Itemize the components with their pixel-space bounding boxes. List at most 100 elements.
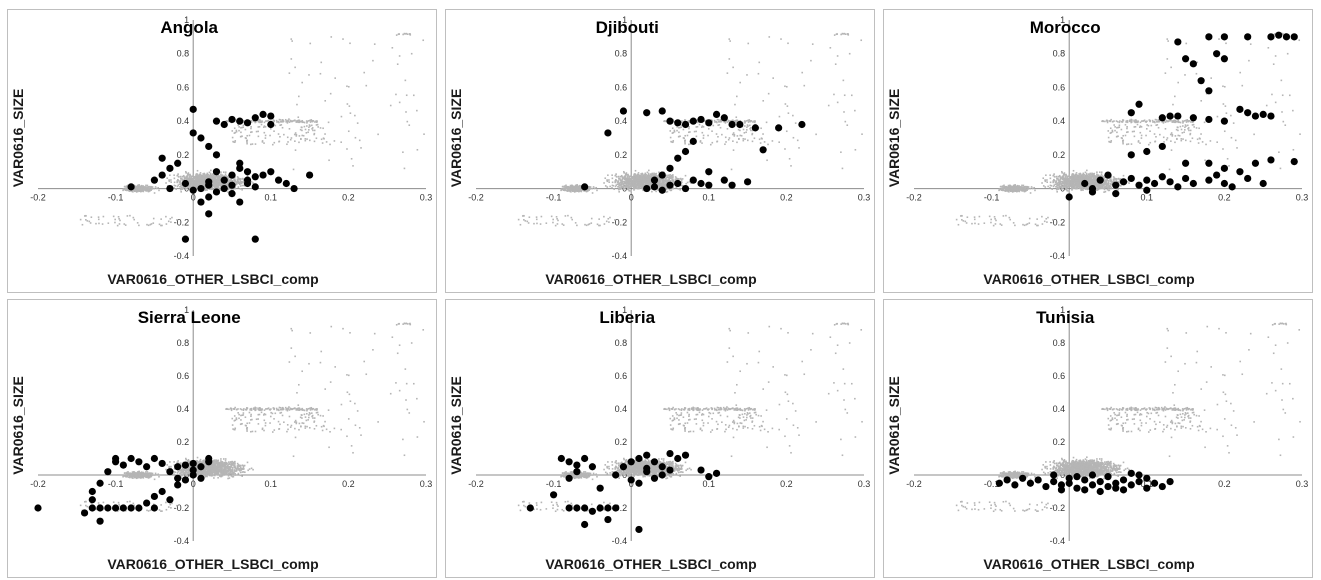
background-point [180,182,183,184]
background-point [571,218,574,221]
background-point [142,189,144,191]
background-point [653,172,655,175]
background-point [194,179,197,182]
background-point [680,180,682,183]
background-point [1079,172,1081,175]
background-point [617,175,620,178]
background-point [621,185,624,188]
background-point [1042,177,1045,180]
background-point [206,189,208,191]
background-point [578,186,581,189]
background-point [669,175,672,178]
background-point [811,43,814,45]
background-point [746,124,749,126]
background-point [633,178,636,180]
background-point [647,172,650,175]
background-point [288,118,290,120]
data-point [251,235,259,243]
background-point [758,61,761,64]
background-point [1063,186,1065,189]
background-point [717,119,720,121]
background-point [255,130,258,133]
background-point [138,189,140,191]
background-point [634,169,637,172]
background-point [97,216,100,218]
background-point [309,125,311,127]
background-point [636,177,638,180]
background-point [699,140,702,142]
background-point [313,140,316,143]
background-point [643,184,646,187]
background-point [562,187,565,190]
background-point [744,122,746,124]
background-point [231,130,234,132]
background-point [626,179,628,182]
background-point [261,141,264,143]
background-point [301,134,304,137]
background-point [672,186,675,189]
background-point [179,175,182,178]
background-point [621,178,623,181]
background-point [1110,178,1112,181]
background-point [1061,180,1064,183]
background-point [90,216,93,219]
background-point [661,184,664,186]
background-point [624,181,627,184]
background-point [1060,180,1062,183]
background-point [191,175,194,178]
background-point [1053,176,1056,178]
background-point [150,189,152,191]
y-tick-label: 0.2 [177,150,190,160]
background-point [305,120,308,122]
background-point [389,104,392,107]
background-point [282,120,284,123]
background-point [684,134,687,137]
background-point [768,36,771,38]
background-point [190,175,193,178]
background-point [605,220,608,223]
background-point [742,128,745,131]
background-point [629,178,632,181]
background-point [841,167,844,170]
background-point [377,133,379,136]
background-point [187,186,190,188]
background-point [535,218,538,221]
background-point [567,214,569,217]
background-point [669,130,672,132]
background-point [226,180,229,183]
background-point [620,182,623,185]
background-point [334,77,336,79]
background-point [279,124,282,127]
background-point [118,218,120,220]
background-point [732,149,735,151]
background-point [237,182,240,185]
background-point [729,40,731,42]
background-point [320,138,323,141]
background-point [238,177,241,180]
background-point [143,187,146,190]
background-point [1115,178,1118,180]
background-point [240,182,242,185]
background-point [281,121,283,123]
background-point [356,122,359,124]
background-point [701,142,703,144]
background-point [1081,189,1083,191]
background-point [1062,175,1064,178]
background-point [665,187,668,189]
background-point [155,187,158,190]
data-point [712,110,721,118]
background-point [573,187,576,190]
background-point [664,178,667,180]
background-point [574,189,577,192]
background-point [745,131,747,134]
background-point [238,129,240,132]
background-point [678,126,680,129]
background-point [683,140,686,142]
background-point [145,189,148,192]
background-point [196,184,198,187]
background-point [611,186,613,189]
background-point [1054,183,1057,186]
background-point [575,186,577,189]
background-point [1110,184,1112,186]
background-point [194,176,197,178]
